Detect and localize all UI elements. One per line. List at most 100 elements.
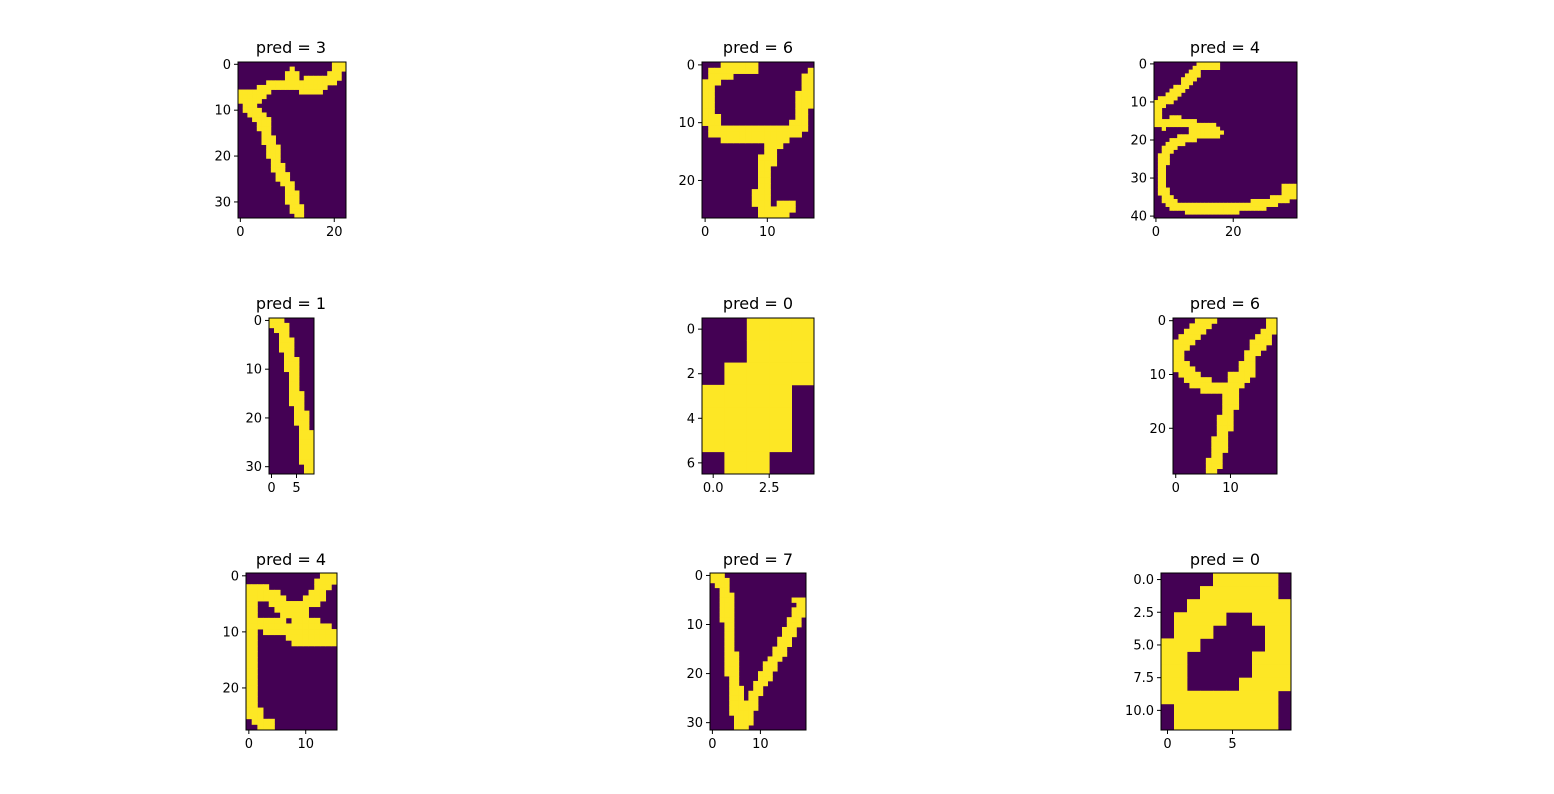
digit-pixel <box>729 700 735 706</box>
digit-pixel <box>289 84 295 90</box>
digit-pixel <box>1157 115 1163 120</box>
subplot-1: pred = 3 0 20 0 10 20 30 <box>214 38 347 240</box>
digit-pixel <box>745 137 753 144</box>
digit-pixel <box>1277 195 1282 200</box>
digit-pixel <box>1281 198 1286 204</box>
digit-pixel <box>269 318 275 324</box>
digit-pixel <box>297 601 304 608</box>
digit-pixel <box>795 96 802 103</box>
digit-pixel <box>1177 202 1182 207</box>
digit-pixel <box>246 696 253 703</box>
digit-pixel <box>769 384 792 408</box>
digit-pixel <box>1165 187 1170 192</box>
digit-pixel <box>1265 612 1279 626</box>
digit-pixel <box>289 361 295 368</box>
digit-pixel <box>251 584 258 591</box>
digit-pixel <box>1177 122 1182 128</box>
digit-pixel <box>1231 202 1236 207</box>
digit-pixel <box>279 318 285 324</box>
digit-pixel <box>753 700 759 706</box>
digit-pixel <box>1252 612 1266 626</box>
digit-pixel <box>758 160 765 167</box>
digit-pixel <box>1200 126 1205 131</box>
plot-area: 0 5 0 10 20 30 <box>245 314 315 496</box>
digit-pixel <box>733 62 740 69</box>
digit-pixel <box>1265 703 1279 718</box>
digit-pixel <box>1293 187 1298 192</box>
digit-pixel <box>247 98 253 104</box>
digit-pixel <box>299 439 305 446</box>
digit-pixel <box>268 718 275 725</box>
digit-pixel <box>1233 404 1240 410</box>
digit-pixel <box>252 107 258 113</box>
digit-pixel <box>708 125 715 132</box>
digit-pixel <box>304 435 310 441</box>
digit-pixel <box>1200 703 1214 718</box>
digit-pixel <box>1211 468 1218 475</box>
digit-pixel <box>734 661 740 667</box>
digit-pixel <box>724 631 730 638</box>
digit-pixel <box>1211 318 1218 324</box>
digit-pixel <box>1173 355 1179 362</box>
digit-pixel <box>1277 198 1282 204</box>
digit-pixel <box>257 595 264 602</box>
digit-pixel <box>256 107 262 113</box>
y-tick-label: 10 <box>222 625 239 640</box>
digit-pixel <box>1285 191 1290 196</box>
digit-pixel <box>1246 206 1252 211</box>
digit-pixel <box>294 204 300 210</box>
digit-pixel <box>1204 126 1209 131</box>
digit-pixel <box>284 190 291 196</box>
digit-pixel <box>246 685 253 692</box>
digit-pixel <box>1188 134 1194 139</box>
digit-pixel <box>729 617 735 623</box>
digit-pixel <box>1227 377 1234 383</box>
digit-pixel <box>289 181 295 187</box>
digit-pixel <box>719 617 725 623</box>
digit-pixel <box>294 376 300 382</box>
digit-pixel <box>1161 651 1175 665</box>
digit-pixel <box>1289 187 1294 192</box>
digit-pixel <box>739 62 746 69</box>
digit-pixel <box>1265 677 1279 692</box>
digit-pixel <box>1165 122 1170 128</box>
digit-pixel <box>1169 145 1174 150</box>
digit-pixel <box>1161 164 1166 169</box>
digit-pixel <box>1242 206 1248 211</box>
digit-pixel <box>1181 119 1186 124</box>
digit-pixel <box>1233 377 1240 383</box>
digit-pixel <box>1213 612 1227 626</box>
digit-pixel <box>801 607 807 613</box>
digit-pixel <box>261 117 267 123</box>
digit-pixel <box>762 666 768 672</box>
digit-pixel <box>758 171 765 178</box>
digit-pixel <box>739 131 746 138</box>
digit-pixel <box>1181 77 1186 82</box>
digit-pixel <box>1194 382 1201 389</box>
digit-pixel <box>796 612 802 618</box>
axes-frame <box>1172 317 1278 475</box>
digit-pixel <box>284 361 290 368</box>
digit-pixel <box>1211 134 1217 139</box>
digit-pixel <box>294 75 300 81</box>
digit-pixel <box>299 425 305 431</box>
digit-pixel <box>1204 210 1209 215</box>
subplot-title: pred = 0 <box>723 294 793 313</box>
digit-pixel <box>738 705 744 711</box>
digit-pixel <box>746 362 770 386</box>
digit-pixel <box>279 337 285 343</box>
digit-pixel <box>266 135 272 141</box>
digit-pixel <box>1260 334 1267 340</box>
digit-pixel <box>764 200 771 207</box>
digit-pixel <box>246 595 253 602</box>
digit-pixel <box>1239 716 1253 731</box>
digit-pixel <box>1200 387 1207 394</box>
x-tick-label: 0 <box>1172 481 1180 496</box>
digit-pixel <box>1181 122 1186 128</box>
digit-pixel <box>246 657 253 664</box>
digit-pixel <box>289 391 295 397</box>
x-tick-label: 0 <box>708 737 716 752</box>
digit-pixel <box>1293 191 1298 196</box>
digit-pixel <box>256 94 262 100</box>
digit-pixel <box>1188 206 1194 211</box>
